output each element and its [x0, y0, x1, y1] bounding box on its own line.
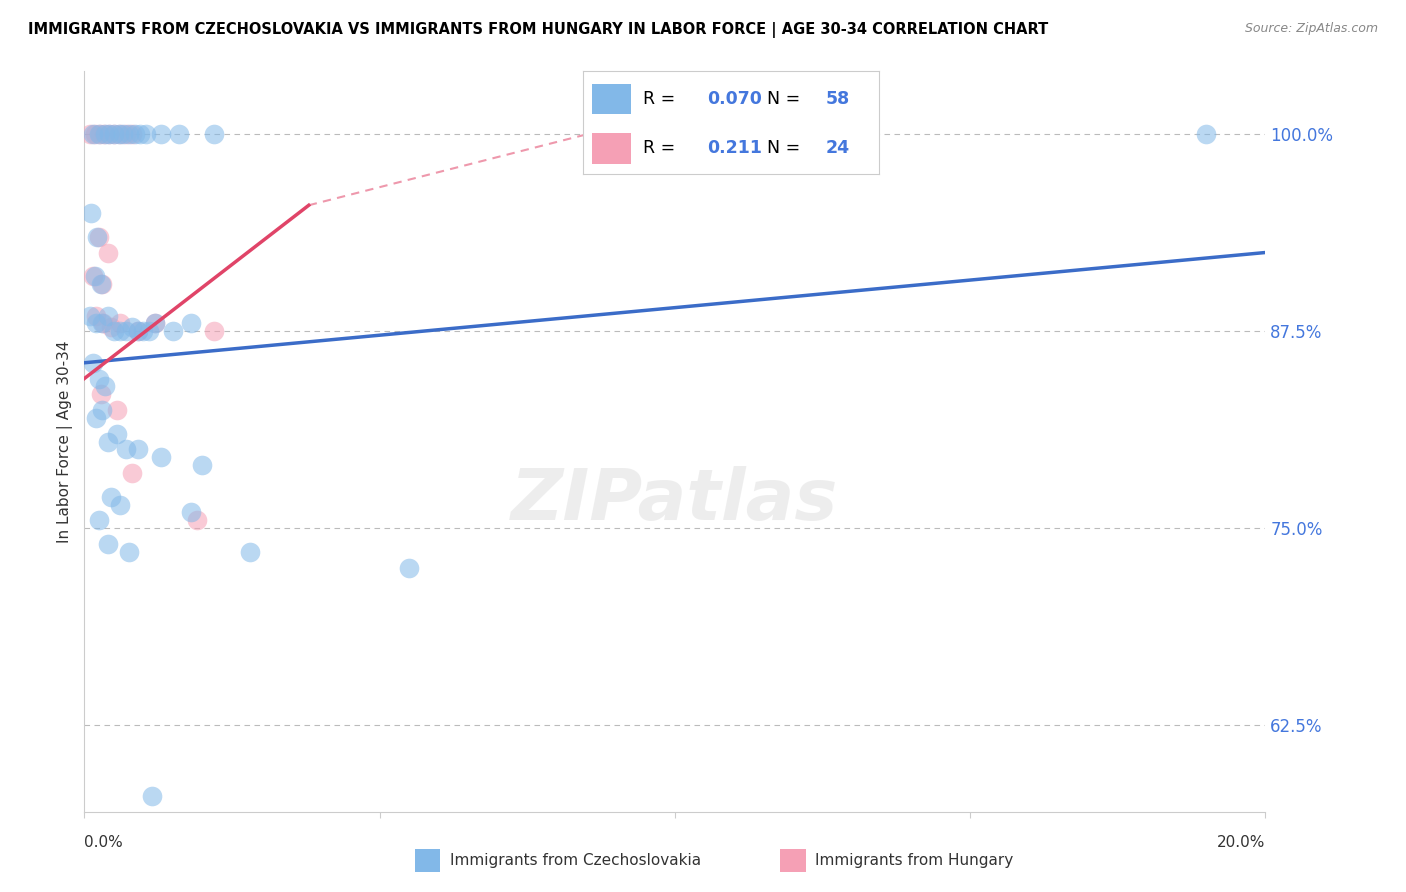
Point: [135, 128, 157, 142]
Point: [100, 319, 122, 334]
Point: [105, 426, 128, 441]
Point: [97, 537, 120, 551]
Text: 24: 24: [825, 139, 849, 157]
Point: [150, 450, 173, 465]
Point: [82, 269, 104, 284]
Point: [127, 324, 149, 338]
Text: Immigrants from Hungary: Immigrants from Hungary: [815, 854, 1014, 868]
Point: [141, 789, 163, 803]
Point: [107, 128, 129, 142]
Point: [1195, 128, 1218, 142]
Point: [84, 317, 107, 331]
Point: [89, 128, 111, 142]
Point: [143, 317, 166, 331]
Text: N =: N =: [766, 139, 806, 157]
Point: [103, 128, 125, 142]
Point: [94, 379, 117, 393]
Point: [121, 466, 143, 480]
Bar: [592, 133, 631, 163]
Point: [84, 309, 107, 323]
Text: IMMIGRANTS FROM CZECHOSLOVAKIA VS IMMIGRANTS FROM HUNGARY IN LABOR FORCE | AGE 3: IMMIGRANTS FROM CZECHOSLOVAKIA VS IMMIGR…: [28, 22, 1049, 38]
Point: [84, 128, 107, 142]
Point: [191, 458, 214, 472]
Point: [127, 442, 149, 457]
Point: [118, 545, 141, 559]
Point: [180, 317, 202, 331]
Point: [93, 128, 115, 142]
Point: [118, 128, 141, 142]
Point: [87, 513, 111, 527]
Point: [202, 128, 225, 142]
Y-axis label: In Labor Force | Age 30-34: In Labor Force | Age 30-34: [58, 340, 73, 543]
Point: [143, 317, 166, 331]
Point: [374, 836, 396, 850]
Point: [114, 442, 136, 457]
Point: [97, 434, 120, 449]
Point: [84, 411, 107, 425]
Point: [103, 324, 125, 338]
Point: [97, 245, 120, 260]
Text: 0.0%: 0.0%: [84, 835, 124, 850]
Point: [90, 277, 112, 291]
Point: [105, 403, 128, 417]
Point: [98, 128, 121, 142]
Point: [94, 128, 117, 142]
Point: [127, 324, 149, 338]
Point: [124, 128, 146, 142]
Point: [398, 560, 420, 574]
Point: [239, 545, 262, 559]
Point: [150, 128, 173, 142]
Point: [108, 324, 131, 338]
Point: [97, 309, 120, 323]
Point: [87, 229, 111, 244]
Point: [91, 277, 114, 291]
Point: [180, 505, 202, 519]
Text: 58: 58: [825, 90, 849, 108]
Point: [202, 324, 225, 338]
Point: [87, 128, 111, 142]
Point: [86, 229, 108, 244]
Point: [121, 128, 143, 142]
Text: R =: R =: [643, 90, 681, 108]
Point: [129, 128, 152, 142]
Point: [162, 324, 184, 338]
Point: [138, 324, 160, 338]
Point: [82, 128, 104, 142]
Text: 20.0%: 20.0%: [1218, 835, 1265, 850]
Point: [167, 128, 190, 142]
Point: [82, 356, 104, 370]
Point: [80, 206, 103, 220]
Point: [108, 317, 131, 331]
Point: [111, 128, 134, 142]
Text: 0.211: 0.211: [707, 139, 762, 157]
Point: [103, 128, 125, 142]
Point: [186, 513, 208, 527]
Text: 0.070: 0.070: [707, 90, 762, 108]
Text: Immigrants from Czechoslovakia: Immigrants from Czechoslovakia: [450, 854, 702, 868]
Bar: [592, 84, 631, 114]
Text: N =: N =: [766, 90, 806, 108]
Point: [79, 128, 101, 142]
Point: [108, 498, 131, 512]
Point: [108, 128, 131, 142]
Point: [114, 324, 136, 338]
Point: [87, 371, 111, 385]
Point: [132, 324, 155, 338]
Text: ZIPatlas: ZIPatlas: [512, 467, 838, 535]
Point: [98, 128, 121, 142]
Point: [84, 269, 107, 284]
Point: [91, 403, 114, 417]
Point: [100, 490, 122, 504]
Point: [344, 821, 367, 835]
Text: R =: R =: [643, 139, 681, 157]
Point: [90, 387, 112, 401]
Point: [91, 317, 114, 331]
Text: Source: ZipAtlas.com: Source: ZipAtlas.com: [1244, 22, 1378, 36]
Point: [121, 319, 143, 334]
Point: [114, 128, 136, 142]
Point: [79, 309, 101, 323]
Point: [91, 317, 114, 331]
